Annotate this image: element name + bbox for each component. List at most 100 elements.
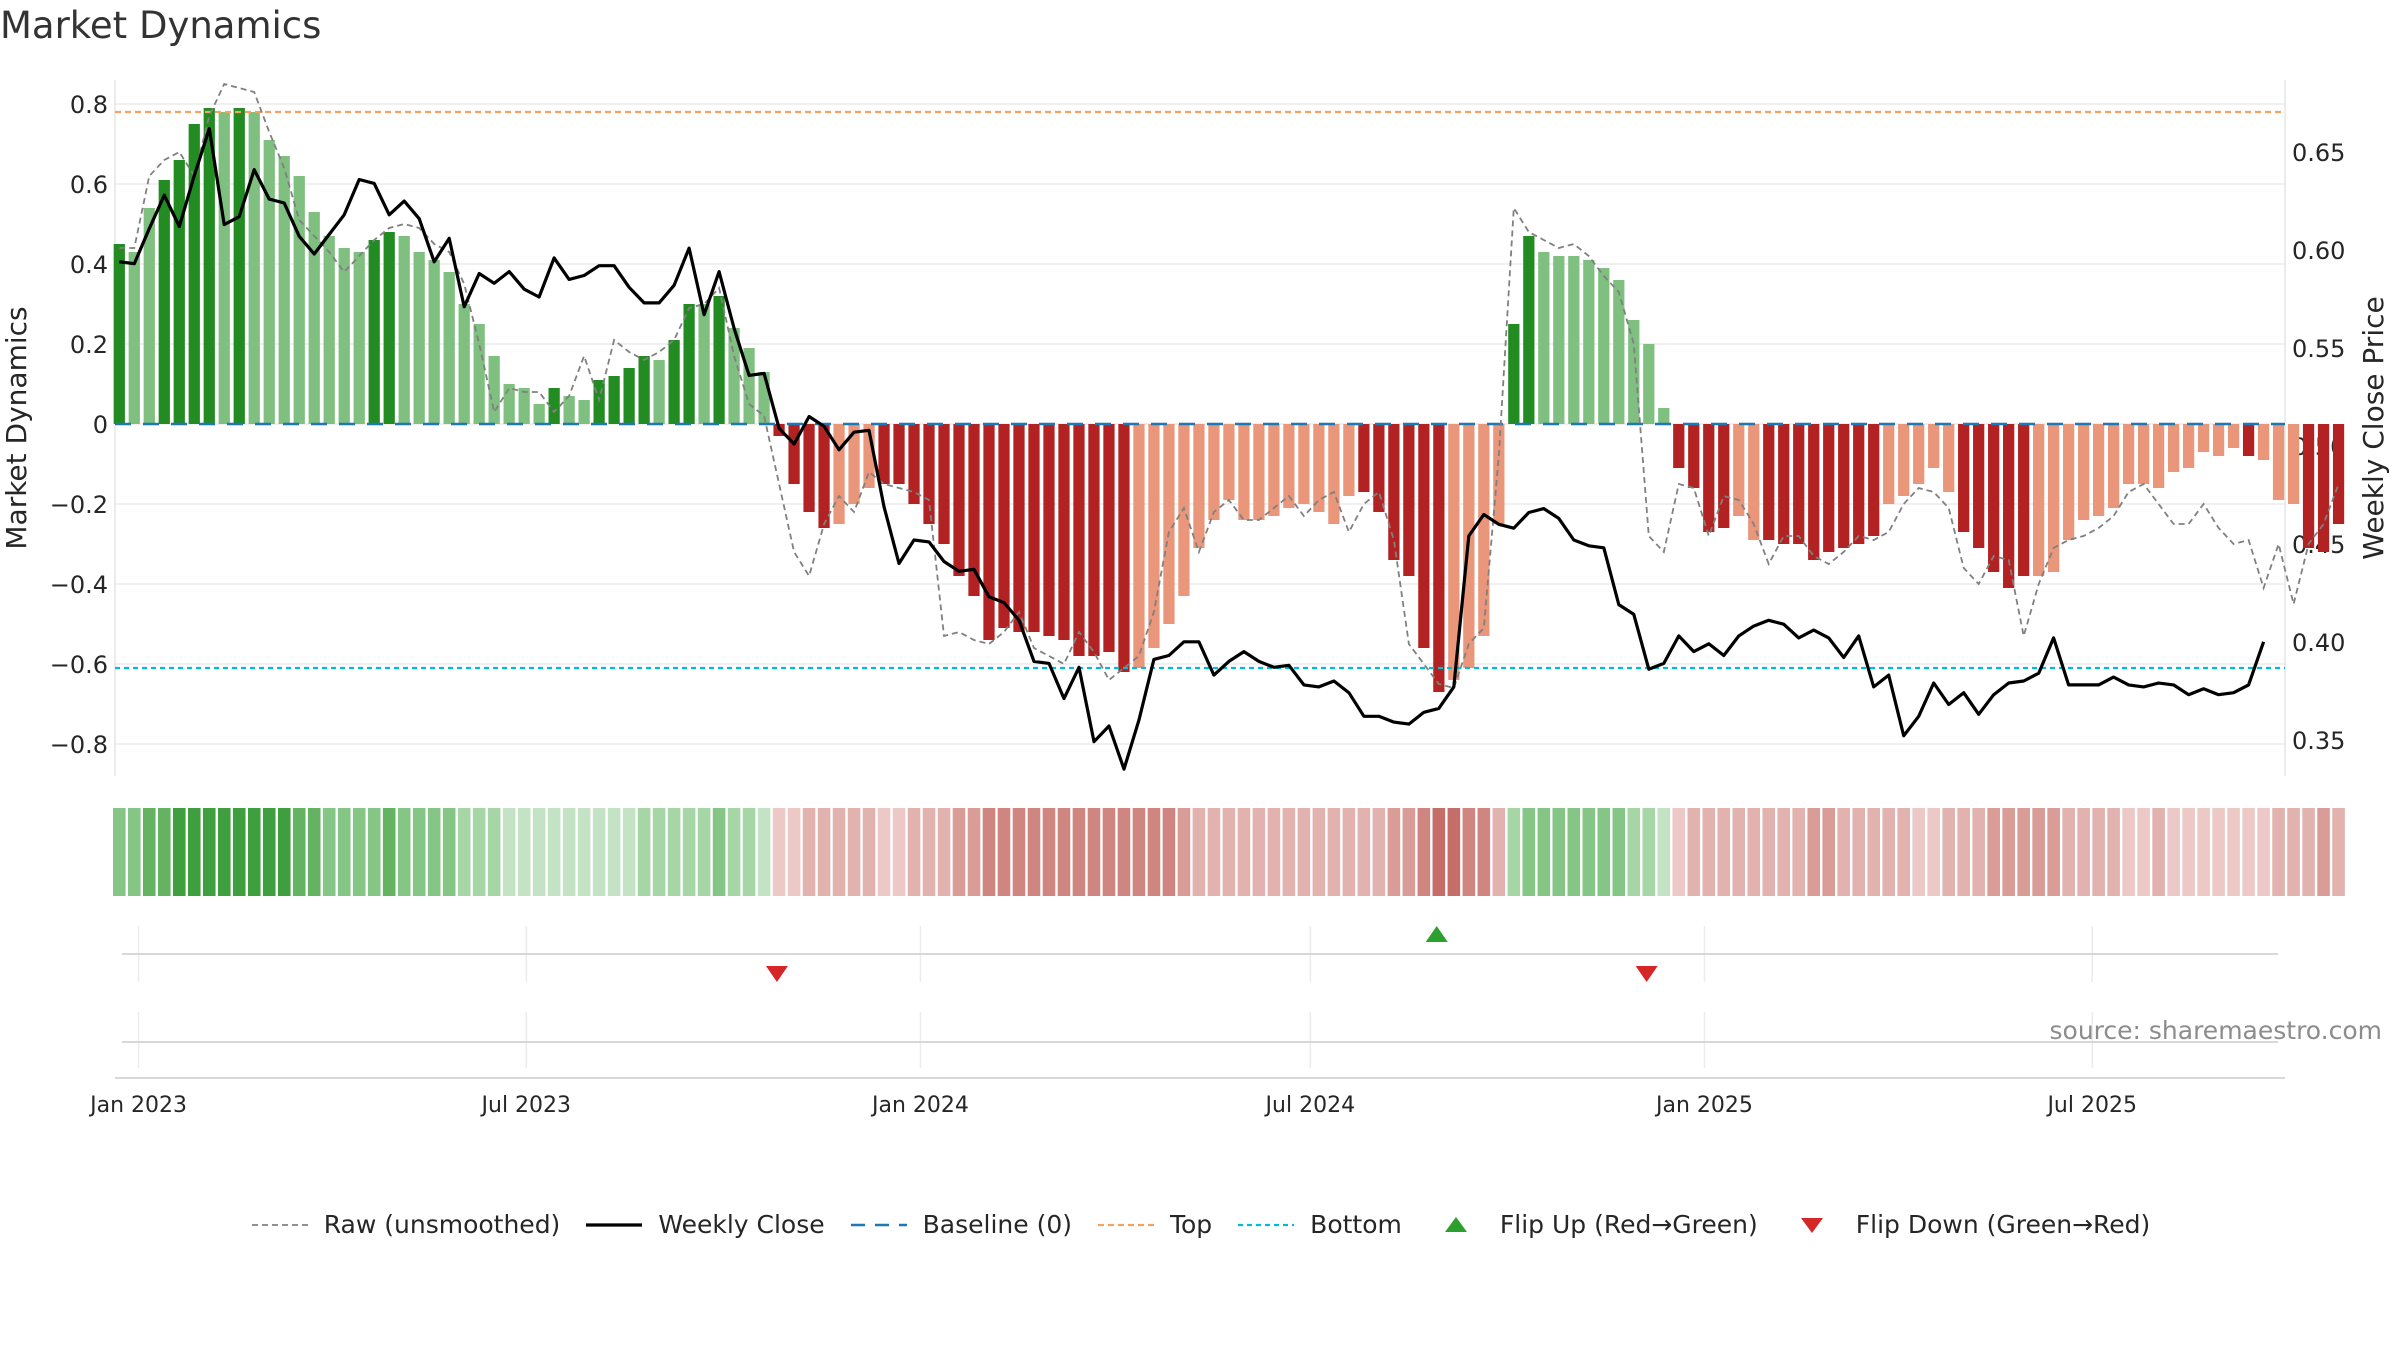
dynamics-bar	[2212, 424, 2225, 456]
dynamics-bar	[1598, 268, 1610, 424]
dynamics-bar	[983, 424, 995, 640]
regime-strip-cell	[157, 808, 171, 896]
regime-strip-cell	[1237, 808, 1251, 896]
regime-strip-cell	[1672, 808, 1686, 896]
regime-strip-cell	[1372, 808, 1386, 896]
dynamics-bar	[1928, 424, 1940, 468]
dynamics-bar	[893, 424, 905, 484]
dynamics-bar	[1778, 424, 1790, 544]
dynamics-bar	[353, 252, 365, 424]
regime-strip-cell	[877, 808, 891, 896]
dynamics-bar	[293, 176, 305, 424]
y-tick-label: −0.2	[50, 491, 108, 519]
dynamics-bar	[1493, 424, 1505, 524]
dynamics-bar	[1883, 424, 1895, 504]
regime-strip-cell	[1552, 808, 1566, 896]
x-tick-label: Jan 2024	[870, 1093, 969, 1118]
regime-strip-cell	[442, 808, 456, 896]
dynamics-bar	[563, 396, 575, 424]
chart-title: Market Dynamics	[0, 4, 322, 47]
dynamics-bar	[1808, 424, 1820, 560]
regime-strip-cell	[2032, 808, 2045, 896]
y-tick-label: −0.6	[50, 651, 108, 679]
dynamics-bar	[1268, 424, 1280, 516]
regime-strip-cell	[697, 808, 711, 896]
dynamics-bar	[923, 424, 935, 524]
dynamics-bar	[2317, 424, 2330, 552]
dynamics-bar	[1538, 252, 1550, 424]
dynamics-bar	[1283, 424, 1295, 508]
dynamics-bar	[1688, 424, 1700, 488]
source-credit: source: sharemaestro.com	[2049, 1016, 2383, 1045]
dynamics-bar	[2108, 424, 2120, 508]
regime-strip-cell	[1762, 808, 1776, 896]
regime-strip-cell	[1222, 808, 1236, 896]
regime-strip-cell	[2272, 808, 2285, 896]
regime-strip-cell	[517, 808, 531, 896]
dynamics-bar	[968, 424, 980, 596]
regime-strip-cell	[847, 808, 861, 896]
dynamics-bar	[788, 424, 800, 484]
dynamics-bar	[848, 424, 860, 504]
top-swatch-icon	[1097, 1223, 1154, 1226]
y-tick-label: 0.2	[70, 331, 108, 359]
dynamics-bar	[503, 384, 515, 424]
regime-strip-cell	[1882, 808, 1895, 896]
dynamics-bar	[1448, 424, 1460, 680]
regime-strip-cell	[1012, 808, 1026, 896]
dynamics-bar	[2018, 424, 2030, 576]
dynamics-bar	[1088, 424, 1100, 656]
dynamics-bar	[908, 424, 920, 504]
regime-strip-cell	[1207, 808, 1221, 896]
regime-strip-cell	[997, 808, 1011, 896]
regime-strip-cell	[217, 808, 231, 896]
legend-label: Weekly Close	[658, 1210, 825, 1239]
regime-strip-cell	[1387, 808, 1401, 896]
dynamics-bar	[1718, 424, 1730, 528]
regime-strip-cell	[1402, 808, 1416, 896]
regime-strip-cell	[1702, 808, 1716, 896]
regime-strip-cell	[1912, 808, 1925, 896]
regime-strip-cell	[1777, 808, 1791, 896]
regime-strip-cell	[202, 808, 216, 896]
legend-item-line: Weekly Close	[584, 1210, 825, 1239]
dynamics-bar	[1328, 424, 1340, 524]
dynamics-bar	[2227, 424, 2240, 448]
regime-strip-cell	[1177, 808, 1191, 896]
regime-strip-cell	[1447, 808, 1461, 896]
dynamics-bar	[578, 400, 590, 424]
regime-strip-cell	[712, 808, 726, 896]
dynamics-bar	[1763, 424, 1775, 540]
dynamics-bar	[308, 212, 320, 424]
y-right-tick-label: 0.60	[2292, 237, 2345, 265]
y-right-tick-label: 0.35	[2292, 727, 2345, 755]
dynamics-bar	[1388, 424, 1400, 560]
regime-strip-cell	[1492, 808, 1506, 896]
regime-strip-cell	[322, 808, 336, 896]
dynamics-bar	[1748, 424, 1760, 540]
dynamics-bar	[2167, 424, 2180, 472]
dynamics-bar	[2033, 424, 2045, 576]
dynamics-bar	[938, 424, 950, 544]
dynamics-bar	[158, 180, 170, 424]
dynamics-bar	[458, 304, 470, 424]
dynamics-bar	[188, 124, 200, 424]
legend-item-top: Top	[1096, 1210, 1212, 1239]
dynamics-bar	[743, 348, 755, 424]
dynamics-bar	[833, 424, 845, 524]
regime-strip-cell	[922, 808, 936, 896]
flip-down-swatch-icon	[1800, 1217, 1823, 1233]
dynamics-bar	[638, 356, 650, 424]
regime-strip-cell	[1792, 808, 1806, 896]
dynamics-bar	[2302, 424, 2315, 548]
dynamics-bar	[713, 296, 725, 424]
y-tick-label: 0	[93, 411, 108, 439]
regime-strip-cell	[367, 808, 381, 896]
dynamics-bar	[878, 424, 890, 484]
y-tick-label: 0.8	[70, 91, 108, 119]
dynamics-bar	[1148, 424, 1160, 648]
dynamics-bar	[1733, 424, 1745, 516]
dynamics-bar	[2257, 424, 2270, 460]
regime-strip-cell	[2062, 808, 2075, 896]
regime-strip-cell	[1267, 808, 1281, 896]
